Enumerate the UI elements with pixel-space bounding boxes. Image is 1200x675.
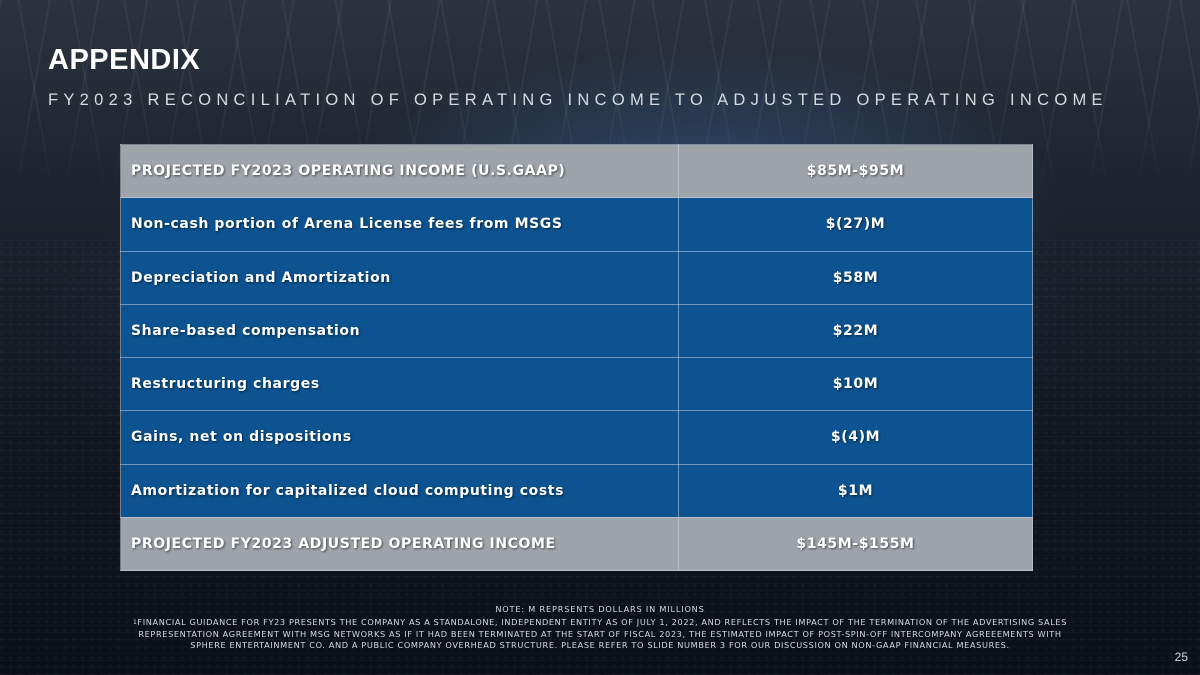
row-value: $10M — [678, 356, 1033, 412]
row-label: Depreciation and Amortization — [120, 250, 679, 305]
row-label: Restructuring charges — [120, 356, 679, 412]
table-row: Share-based compensation $22M — [120, 303, 1033, 359]
row-label: Non-cash portion of Arena License fees f… — [120, 197, 679, 252]
footnote-marker: 1 — [132, 619, 138, 626]
table-row: Depreciation and Amortization $58M — [120, 250, 1033, 305]
row-value: $(4)M — [678, 410, 1033, 465]
footnote-line: 1FINANCIAL GUIDANCE FOR FY23 PRESENTS TH… — [0, 617, 1200, 629]
row-value: $22M — [678, 303, 1033, 359]
row-label: Amortization for capitalized cloud compu… — [120, 463, 679, 518]
slide-title: APPENDIX — [48, 44, 201, 76]
slide-subtitle: FY2023 RECONCILIATION OF OPERATING INCOM… — [48, 91, 1108, 109]
footnote: 1FINANCIAL GUIDANCE FOR FY23 PRESENTS TH… — [0, 617, 1200, 652]
row-label: PROJECTED FY2023 OPERATING INCOME (U.S.G… — [120, 143, 679, 199]
row-value: $(27)M — [678, 197, 1033, 252]
footnote-text: FINANCIAL GUIDANCE FOR FY23 PRESENTS THE… — [137, 617, 1068, 627]
units-note: NOTE: M REPRSENTS DOLLARS IN MILLIONS — [495, 604, 705, 614]
table-row: Non-cash portion of Arena License fees f… — [120, 197, 1033, 252]
table-row: PROJECTED FY2023 OPERATING INCOME (U.S.G… — [120, 143, 1033, 199]
row-label: PROJECTED FY2023 ADJUSTED OPERATING INCO… — [120, 516, 679, 572]
table-row: PROJECTED FY2023 ADJUSTED OPERATING INCO… — [120, 516, 1033, 572]
row-label: Share-based compensation — [120, 303, 679, 359]
row-value: $145M-$155M — [678, 516, 1033, 572]
footnote-line: SPHERE ENTERTAINMENT CO. AND A PUBLIC CO… — [190, 640, 1010, 650]
table-row: Amortization for capitalized cloud compu… — [120, 463, 1033, 518]
row-label: Gains, net on dispositions — [120, 410, 679, 465]
row-value: $58M — [678, 250, 1033, 305]
page-number: 25 — [1174, 650, 1188, 664]
row-value: $1M — [678, 463, 1033, 518]
footnote-line: REPRESENTATION AGREEMENT WITH MSG NETWOR… — [138, 628, 1062, 639]
table-row: Gains, net on dispositions $(4)M — [120, 410, 1033, 465]
row-value: $85M-$95M — [678, 143, 1033, 199]
table-row: Restructuring charges $10M — [120, 356, 1033, 412]
reconciliation-table: PROJECTED FY2023 OPERATING INCOME (U.S.G… — [120, 143, 1033, 572]
